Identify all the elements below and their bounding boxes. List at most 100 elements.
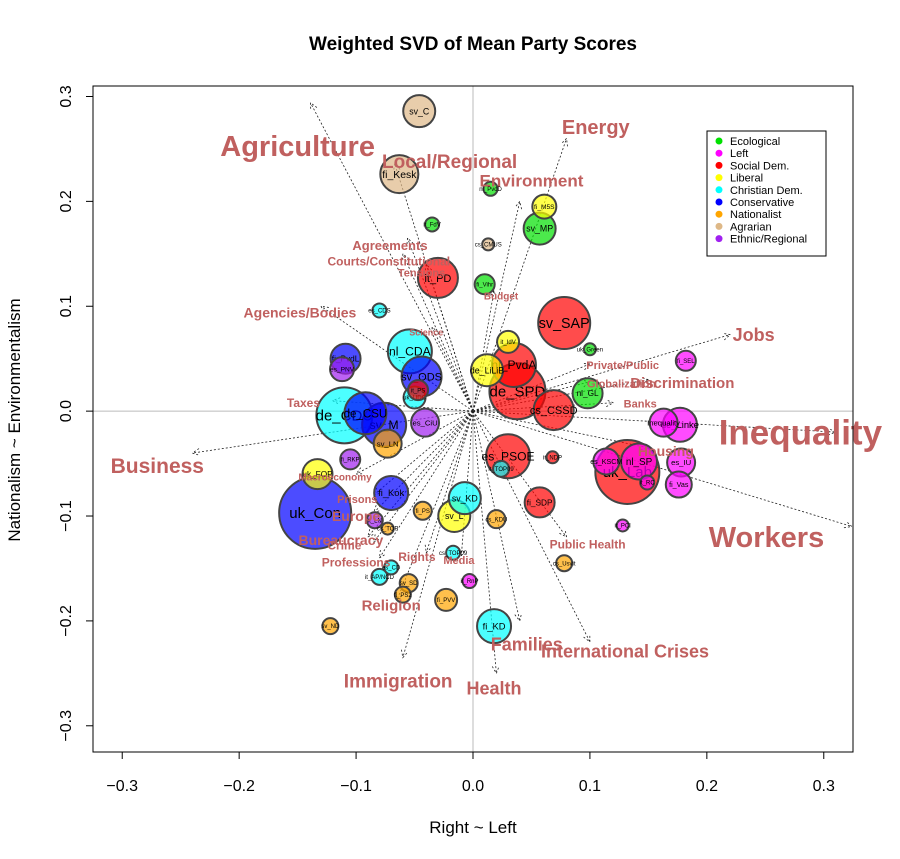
- party-label: it_FdV: [423, 223, 440, 229]
- issue-label: Immigration: [344, 671, 453, 692]
- party-label: fi_Kesk: [382, 170, 417, 181]
- party-point: fi_Kesk: [379, 154, 420, 195]
- party-point: fi_Vas: [664, 470, 693, 499]
- party-bubble: [674, 349, 697, 372]
- chart-title: Weighted SVD of Mean Party Scores: [309, 34, 637, 55]
- issue-label: Prisons: [337, 494, 377, 506]
- party-bubble: [370, 567, 389, 586]
- party-label: cs_CMUS: [475, 242, 502, 248]
- party-label: es_CDS: [368, 309, 390, 315]
- party-point: cs_CSSD: [530, 389, 578, 432]
- party-label: sv_LN: [377, 439, 399, 448]
- party-point: it_AP/NCD: [365, 567, 395, 586]
- issue-label: Inequality: [719, 413, 883, 452]
- y-tick-label: 0.3: [58, 85, 75, 107]
- issue-label: Jobs: [733, 325, 775, 345]
- issue-arrowhead: [191, 448, 201, 456]
- party-label: it_NDP: [543, 455, 562, 461]
- party-point: sv_SAP: [537, 296, 592, 351]
- party-point: es_KSCM: [590, 447, 622, 476]
- party-bubble: [434, 587, 459, 612]
- party-point: fi_SEL: [674, 349, 697, 372]
- party-bubble: [383, 559, 400, 576]
- issue-label: Business: [111, 455, 204, 478]
- party-label: it_RnP: [460, 579, 478, 585]
- party-point: uk_Green: [577, 342, 603, 357]
- issue-arrow: [367, 410, 474, 538]
- party-label: it_IdV: [500, 340, 515, 346]
- axes: −0.3 −0.2 −0.1 0.0 0.1 0.2 0.3 −0.3 −0.2 −0.1 0.0 0…: [58, 85, 854, 795]
- party-label: cs_KDU: [485, 517, 507, 523]
- issue-arrowhead: [559, 529, 568, 538]
- party-bubble: [371, 302, 388, 319]
- party-label: es_IU: [671, 458, 691, 467]
- party-point: it_RnP: [460, 573, 479, 590]
- issue-arrowhead: [320, 305, 329, 314]
- party-label: sv_SD: [400, 581, 418, 587]
- party-bubble: [393, 585, 412, 604]
- party-point: fi_PVV: [434, 587, 459, 612]
- party-bubble: [379, 154, 420, 195]
- party-point: sv_C: [402, 94, 437, 129]
- party-point: it_NDP: [543, 450, 562, 465]
- issue-arrow: [396, 410, 474, 601]
- issue-arrowhead: [514, 613, 522, 622]
- legend-marker: [715, 235, 723, 243]
- issue-arrowhead: [406, 237, 414, 247]
- party-label: sv_ODS: [401, 371, 442, 383]
- party-bubble: [537, 296, 592, 351]
- party-point: de_CSU: [343, 391, 388, 436]
- y-tick-label: −0.2: [58, 605, 75, 637]
- party-bubble: [571, 377, 604, 410]
- issue-label: Local/Regional: [382, 152, 517, 173]
- party-point: cs_TOP09: [439, 544, 468, 561]
- legend-marker: [715, 161, 723, 169]
- party-label: sv_KD: [452, 493, 478, 503]
- party-label: sv_ND: [321, 624, 340, 630]
- y-tick-label: 0.2: [58, 190, 75, 212]
- party-point: it_PCI: [614, 518, 631, 533]
- y-axis-label: Nationalism ~ Environmentalism: [5, 298, 24, 541]
- party-label: it_PD: [424, 273, 451, 285]
- issue-label: Bureaucracy: [298, 532, 383, 548]
- party-label: sv_MP: [526, 224, 553, 234]
- party-bubble: [492, 459, 511, 478]
- issue-label: Agriculture: [220, 131, 375, 163]
- x-tick-label: 0.2: [696, 778, 718, 795]
- party-label: fi_PS2: [394, 593, 412, 599]
- party-label: cs_CSSD: [530, 405, 578, 417]
- issue-arrowhead: [424, 544, 433, 554]
- issue-arrow: [379, 410, 474, 559]
- party-bubble: [545, 450, 560, 465]
- party-label: fi_PS: [416, 509, 430, 515]
- party-label: uk_FOP: [302, 470, 333, 479]
- party-bubble: [445, 544, 462, 561]
- party-point: fi_Kok: [373, 474, 410, 511]
- issue-label: Energy: [562, 117, 631, 139]
- legend-marker: [715, 210, 723, 218]
- party-bubble: [407, 379, 430, 402]
- issue-label: Taxes: [287, 396, 320, 410]
- party-label: it_AP/NCD: [365, 575, 395, 581]
- party-bubble: [321, 617, 340, 636]
- party-point: it_TOP09: [488, 459, 514, 478]
- issue-arrowhead: [355, 467, 365, 475]
- issue-arrowhead: [722, 332, 732, 341]
- party-label: it_TOP09: [488, 467, 514, 473]
- party-point: Inequality: [647, 407, 680, 438]
- issue-arrowhead: [560, 137, 568, 147]
- issue-label: Science: [409, 328, 443, 338]
- legend-label: Ecological: [730, 136, 780, 148]
- party-point: nl_SP: [620, 442, 659, 481]
- issue-label: Health: [467, 678, 522, 698]
- issue-label: Workers: [709, 522, 825, 554]
- issue-label: Agencies/Bodies: [244, 304, 357, 320]
- party-bubble: [532, 389, 575, 432]
- party-label: uk_Green: [577, 347, 603, 353]
- party-bubble: [482, 180, 499, 197]
- party-label: es_KSCM: [590, 458, 622, 466]
- party-point: sv_KD: [447, 481, 482, 516]
- party-bubble: [412, 500, 433, 521]
